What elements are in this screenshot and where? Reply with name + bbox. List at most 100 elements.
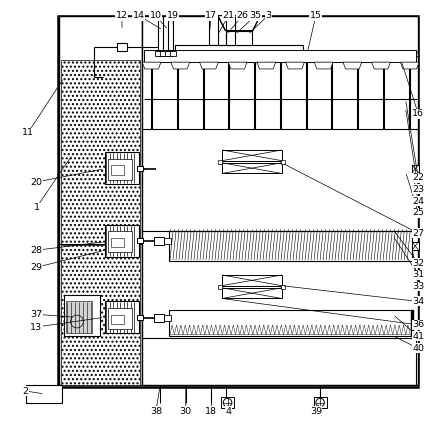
Polygon shape xyxy=(392,325,397,335)
Bar xyxy=(105,152,139,184)
Bar xyxy=(155,51,161,56)
Polygon shape xyxy=(170,325,174,335)
Bar xyxy=(165,51,171,56)
Text: 36: 36 xyxy=(412,321,424,330)
Bar xyxy=(221,397,234,408)
Bar xyxy=(111,315,124,324)
Polygon shape xyxy=(187,325,192,335)
Bar xyxy=(61,60,140,244)
Polygon shape xyxy=(231,325,235,335)
Bar xyxy=(107,158,132,180)
Polygon shape xyxy=(397,325,401,335)
Polygon shape xyxy=(218,16,260,30)
Polygon shape xyxy=(200,62,218,69)
Polygon shape xyxy=(178,325,183,335)
Text: 38: 38 xyxy=(150,407,162,416)
Bar xyxy=(64,295,100,336)
Bar xyxy=(160,51,166,56)
Bar xyxy=(105,301,139,333)
Bar xyxy=(412,321,418,328)
Polygon shape xyxy=(183,325,187,335)
Text: 1: 1 xyxy=(33,203,40,212)
Polygon shape xyxy=(196,325,201,335)
Bar xyxy=(411,310,413,336)
Text: 11: 11 xyxy=(22,128,34,137)
Bar xyxy=(218,285,222,288)
Bar xyxy=(105,225,139,257)
Text: 16: 16 xyxy=(412,109,424,118)
Polygon shape xyxy=(249,325,253,335)
Bar xyxy=(412,242,419,250)
Polygon shape xyxy=(279,325,284,335)
Text: 21: 21 xyxy=(222,11,234,20)
Polygon shape xyxy=(297,325,301,335)
Text: 24: 24 xyxy=(412,197,424,206)
Bar xyxy=(314,397,326,408)
Text: 23: 23 xyxy=(412,185,424,194)
Polygon shape xyxy=(340,325,345,335)
Polygon shape xyxy=(372,62,390,69)
Polygon shape xyxy=(209,325,214,335)
Polygon shape xyxy=(285,62,305,69)
Bar xyxy=(111,238,124,247)
Polygon shape xyxy=(218,325,222,335)
Bar xyxy=(226,30,252,45)
Bar xyxy=(281,285,285,288)
Polygon shape xyxy=(257,325,262,335)
Polygon shape xyxy=(262,325,266,335)
Text: 25: 25 xyxy=(412,208,424,217)
Bar xyxy=(169,310,412,336)
Bar xyxy=(107,308,132,329)
Polygon shape xyxy=(384,325,388,335)
Bar xyxy=(222,288,282,298)
Polygon shape xyxy=(253,325,257,335)
Text: 34: 34 xyxy=(412,297,424,306)
Bar xyxy=(26,386,62,403)
Polygon shape xyxy=(310,325,314,335)
Text: 31: 31 xyxy=(412,270,424,279)
Bar xyxy=(66,301,92,333)
Bar xyxy=(412,164,419,173)
Polygon shape xyxy=(318,325,323,335)
Polygon shape xyxy=(284,325,288,335)
Bar xyxy=(154,237,164,245)
Bar xyxy=(59,17,142,386)
Polygon shape xyxy=(301,325,305,335)
Text: 4: 4 xyxy=(226,407,231,416)
Polygon shape xyxy=(345,325,349,335)
Text: 39: 39 xyxy=(310,407,322,416)
Text: 3: 3 xyxy=(265,11,271,20)
Text: 2: 2 xyxy=(23,386,29,395)
Polygon shape xyxy=(270,325,275,335)
Polygon shape xyxy=(358,325,362,335)
Bar xyxy=(58,16,418,387)
Bar xyxy=(281,160,285,163)
Polygon shape xyxy=(266,325,270,335)
Polygon shape xyxy=(292,325,297,335)
Polygon shape xyxy=(205,325,209,335)
Polygon shape xyxy=(327,325,332,335)
Text: 40: 40 xyxy=(412,344,424,353)
Bar xyxy=(111,165,124,175)
Polygon shape xyxy=(314,325,318,335)
Polygon shape xyxy=(174,325,178,335)
Text: 19: 19 xyxy=(167,11,179,20)
Polygon shape xyxy=(323,325,327,335)
Polygon shape xyxy=(257,62,276,69)
Text: 35: 35 xyxy=(249,11,262,20)
Polygon shape xyxy=(388,325,392,335)
Bar xyxy=(144,50,416,62)
Polygon shape xyxy=(401,325,406,335)
Bar xyxy=(137,238,143,244)
Text: 28: 28 xyxy=(31,246,43,255)
Text: 13: 13 xyxy=(30,323,43,332)
Polygon shape xyxy=(142,62,161,69)
Polygon shape xyxy=(400,62,419,69)
Polygon shape xyxy=(343,62,362,69)
Polygon shape xyxy=(362,325,366,335)
Bar xyxy=(154,314,164,321)
Bar xyxy=(170,51,176,56)
Bar xyxy=(222,163,282,173)
Bar xyxy=(142,17,418,386)
Polygon shape xyxy=(371,325,375,335)
